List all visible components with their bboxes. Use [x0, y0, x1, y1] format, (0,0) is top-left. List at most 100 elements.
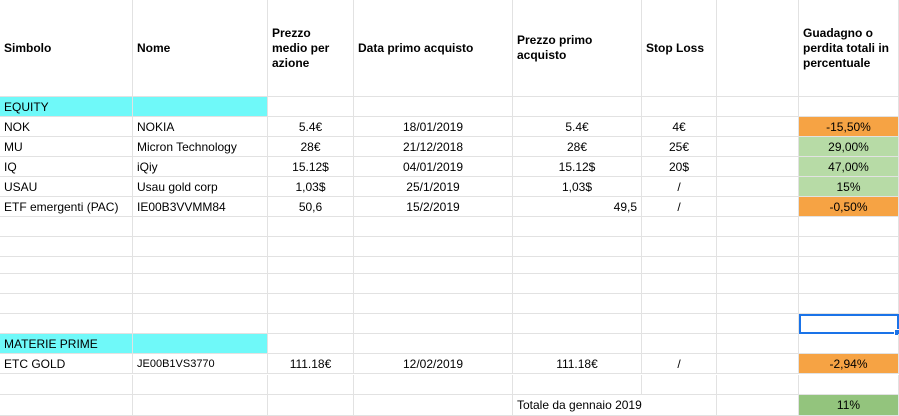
- totale-label[interactable]: Totale da gennaio 2019: [513, 395, 717, 416]
- cell-prezzo-primo[interactable]: 111.18€: [513, 354, 642, 374]
- cell-simbolo[interactable]: ETC GOLD: [0, 354, 133, 374]
- cell[interactable]: [717, 157, 799, 177]
- cell[interactable]: [0, 314, 133, 334]
- cell[interactable]: [0, 294, 133, 314]
- cell-data[interactable]: 12/02/2019: [354, 354, 513, 374]
- cell[interactable]: [133, 257, 268, 274]
- cell[interactable]: [268, 294, 354, 314]
- header-empty[interactable]: [717, 0, 799, 97]
- totale-value[interactable]: 11%: [799, 395, 899, 416]
- cell[interactable]: [642, 314, 717, 334]
- cell[interactable]: [717, 137, 799, 157]
- cell-prezzo-medio[interactable]: 28€: [268, 137, 354, 157]
- cell-simbolo[interactable]: MU: [0, 137, 133, 157]
- cell-data[interactable]: 04/01/2019: [354, 157, 513, 177]
- cell[interactable]: [642, 97, 717, 117]
- cell-nome[interactable]: Micron Technology: [133, 137, 268, 157]
- cell-nome[interactable]: iQiy: [133, 157, 268, 177]
- cell-stop-loss[interactable]: 25€: [642, 137, 717, 157]
- cell[interactable]: [513, 257, 642, 274]
- cell-nome[interactable]: NOKIA: [133, 117, 268, 137]
- cell[interactable]: [717, 395, 799, 416]
- cell[interactable]: [717, 177, 799, 197]
- cell[interactable]: [717, 334, 799, 354]
- cell[interactable]: [642, 257, 717, 274]
- cell-stop-loss[interactable]: /: [642, 177, 717, 197]
- cell[interactable]: [0, 237, 133, 257]
- cell-prezzo-medio[interactable]: 50,6: [268, 197, 354, 217]
- cell[interactable]: [799, 237, 899, 257]
- cell[interactable]: [133, 294, 268, 314]
- cell[interactable]: [133, 395, 268, 416]
- cell[interactable]: [354, 97, 513, 117]
- cell-prezzo-primo[interactable]: 15.12$: [513, 157, 642, 177]
- cell[interactable]: [642, 294, 717, 314]
- cell[interactable]: [268, 395, 354, 416]
- cell-data[interactable]: 25/1/2019: [354, 177, 513, 197]
- header-stop-loss[interactable]: Stop Loss: [642, 0, 717, 97]
- cell[interactable]: [642, 375, 717, 395]
- cell[interactable]: [354, 314, 513, 334]
- cell[interactable]: [513, 294, 642, 314]
- cell[interactable]: [799, 274, 899, 294]
- cell-nome[interactable]: Usau gold corp: [133, 177, 268, 197]
- header-prezzo-medio[interactable]: Prezzo medio per azione: [268, 0, 354, 97]
- cell[interactable]: [717, 314, 799, 334]
- cell[interactable]: [354, 257, 513, 274]
- cell-prezzo-medio[interactable]: 1,03$: [268, 177, 354, 197]
- cell[interactable]: [513, 217, 642, 237]
- cell[interactable]: [0, 257, 133, 274]
- cell-data[interactable]: 18/01/2019: [354, 117, 513, 137]
- cell[interactable]: [717, 97, 799, 117]
- cell[interactable]: [642, 274, 717, 294]
- cell[interactable]: [133, 375, 268, 395]
- cell-percentuale[interactable]: 15%: [799, 177, 899, 197]
- header-simbolo[interactable]: Simbolo: [0, 0, 133, 97]
- cell-stop-loss[interactable]: /: [642, 354, 717, 374]
- cell-prezzo-medio[interactable]: 111.18€: [268, 354, 354, 374]
- cell[interactable]: [354, 375, 513, 395]
- cell-simbolo[interactable]: NOK: [0, 117, 133, 137]
- cell-simbolo[interactable]: ETF emergenti (PAC): [0, 197, 133, 217]
- selected-cell[interactable]: [799, 314, 899, 336]
- cell[interactable]: [268, 217, 354, 237]
- cell[interactable]: [799, 257, 899, 274]
- cell[interactable]: [642, 217, 717, 237]
- cell-percentuale[interactable]: 29,00%: [799, 137, 899, 157]
- cell[interactable]: [513, 274, 642, 294]
- section-label-equity[interactable]: EQUITY: [0, 97, 133, 117]
- cell[interactable]: [268, 237, 354, 257]
- cell[interactable]: [513, 334, 642, 354]
- cell-nome[interactable]: JE00B1VS3770: [133, 354, 268, 374]
- cell-data[interactable]: 15/2/2019: [354, 197, 513, 217]
- cell[interactable]: [133, 237, 268, 257]
- cell[interactable]: [268, 274, 354, 294]
- cell-prezzo-medio[interactable]: 15.12$: [268, 157, 354, 177]
- section-label-materie-prime[interactable]: MATERIE PRIME: [0, 334, 133, 354]
- cell[interactable]: [799, 375, 899, 395]
- cell[interactable]: [642, 237, 717, 257]
- cell[interactable]: [717, 375, 799, 395]
- cell[interactable]: [799, 294, 899, 314]
- cell-percentuale[interactable]: -0,50%: [799, 197, 899, 217]
- cell-nome[interactable]: IE00B3VVMM84: [133, 197, 268, 217]
- cell-prezzo-medio[interactable]: 5.4€: [268, 117, 354, 137]
- cell[interactable]: [133, 274, 268, 294]
- cell[interactable]: [268, 314, 354, 334]
- cell[interactable]: [0, 217, 133, 237]
- cell-percentuale[interactable]: 47,00%: [799, 157, 899, 177]
- cell[interactable]: [354, 237, 513, 257]
- header-data-primo-acquisto[interactable]: Data primo acquisto: [354, 0, 513, 97]
- cell[interactable]: [354, 274, 513, 294]
- cell[interactable]: [0, 375, 133, 395]
- cell[interactable]: [268, 97, 354, 117]
- cell[interactable]: [268, 257, 354, 274]
- cell[interactable]: [133, 217, 268, 237]
- cell-percentuale[interactable]: -2,94%: [799, 354, 899, 374]
- cell[interactable]: [513, 375, 642, 395]
- cell-simbolo[interactable]: IQ: [0, 157, 133, 177]
- cell[interactable]: [354, 217, 513, 237]
- cell[interactable]: [133, 314, 268, 334]
- cell[interactable]: [799, 97, 899, 117]
- cell-simbolo[interactable]: USAU: [0, 177, 133, 197]
